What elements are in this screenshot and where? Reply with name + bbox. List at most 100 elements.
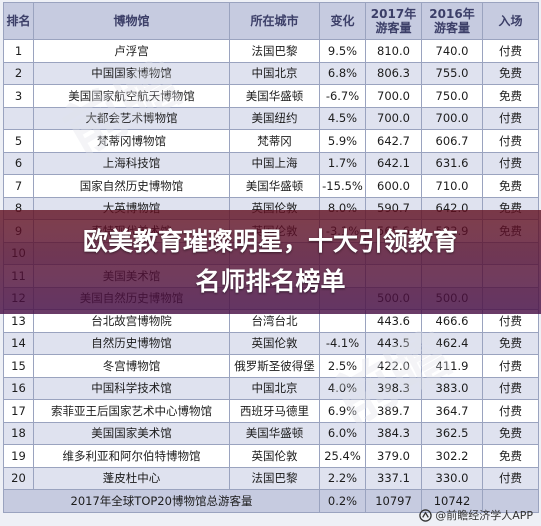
cell-2016: 700.0 <box>421 106 483 130</box>
cell-museum: 冬宫博物馆 <box>33 354 230 378</box>
cell-museum: 维多利亚和阿尔伯特博物馆 <box>33 444 230 468</box>
cell-2017: 600.0 <box>365 174 422 198</box>
cell-change: 25.4% <box>319 444 366 468</box>
cell-city: 英国伦敦 <box>229 331 320 355</box>
cell-2017: 389.7 <box>365 399 422 423</box>
header-city: 所在城市 <box>229 2 320 40</box>
cell-rank: 14 <box>3 331 34 355</box>
cell-2016: 631.6 <box>421 151 483 175</box>
cell-2017: 384.3 <box>365 421 422 445</box>
cell-rank: 6 <box>3 151 34 175</box>
header-2017-label: 游客量 <box>375 21 412 35</box>
cell-museum: 卢浮宫 <box>33 39 230 63</box>
cell-2016: 330.0 <box>421 466 483 490</box>
table-row: 3 美国国家航空航天博物馆 美国华盛顿 -6.7% 700.0 750.0 免费 <box>3 84 539 108</box>
cell-city: 梵蒂冈 <box>229 129 320 153</box>
cell-museum: 国家自然历史博物馆 <box>33 174 230 198</box>
cell-2016: 383.0 <box>421 376 483 400</box>
table-header-row: 排名 博物馆 所在城市 变化 2017年 游客量 2016年 游客量 入场 <box>3 2 539 40</box>
cell-rank: 13 <box>3 309 34 333</box>
cell-rank: 2 <box>3 61 34 85</box>
cell-city: 西班牙马德里 <box>229 399 320 423</box>
cell-city: 中国北京 <box>229 376 320 400</box>
cell-2016: 606.7 <box>421 129 483 153</box>
cell-change: -4.1% <box>319 331 366 355</box>
cell-city: 法国巴黎 <box>229 39 320 63</box>
cell-rank <box>3 106 34 130</box>
overlay-title-line1: 欧美教育璀璨明星，十大引领教育 <box>82 227 458 256</box>
cell-change: 9.5% <box>319 39 366 63</box>
cell-admission: 付费 <box>482 376 539 400</box>
cell-change: -15.5% <box>319 174 366 198</box>
cell-museum: 中国国家博物馆 <box>33 61 230 85</box>
cell-2017: 443.5 <box>365 331 422 355</box>
cell-admission: 付费 <box>482 129 539 153</box>
cell-admission: 付费 <box>482 39 539 63</box>
cell-2016: 755.0 <box>421 61 483 85</box>
cell-admission: 付费 <box>482 399 539 423</box>
cell-rank: 16 <box>3 376 34 400</box>
cell-museum: 梵蒂冈博物馆 <box>33 129 230 153</box>
header-change: 变化 <box>319 2 366 40</box>
header-2017-visitors: 2017年 游客量 <box>365 2 422 40</box>
cell-rank: 18 <box>3 421 34 445</box>
header-museum: 博物馆 <box>33 2 230 40</box>
brand-logo-icon <box>419 508 432 522</box>
cell-admission: 免费 <box>482 174 539 198</box>
table-row: 2 中国国家博物馆 中国北京 6.8% 806.3 755.0 免费 <box>3 61 539 85</box>
cell-museum: 上海科技馆 <box>33 151 230 175</box>
cell-museum: 美国国家美术馆 <box>33 421 230 445</box>
cell-2017: 642.1 <box>365 151 422 175</box>
cell-city: 美国纽约 <box>229 106 320 130</box>
header-2016-label: 游客量 <box>433 21 470 35</box>
cell-city: 中国上海 <box>229 151 320 175</box>
source-text: @前瞻经济学人APP <box>435 509 533 522</box>
cell-2016: 362.5 <box>421 421 483 445</box>
cell-city: 中国北京 <box>229 61 320 85</box>
cell-rank: 1 <box>3 39 34 63</box>
total-change: 0.2% <box>319 489 366 513</box>
cell-museum: 中国科学技术馆 <box>33 376 230 400</box>
cell-admission: 付费 <box>482 106 539 130</box>
cell-2017: 806.3 <box>365 61 422 85</box>
cell-2017: 700.0 <box>365 106 422 130</box>
cell-city: 法国巴黎 <box>229 466 320 490</box>
total-label: 2017年全球TOP20博物馆总游客量 <box>3 489 320 513</box>
cell-rank: 3 <box>3 84 34 108</box>
cell-2016: 462.4 <box>421 331 483 355</box>
cell-admission: 付费 <box>482 354 539 378</box>
cell-museum: 自然历史博物馆 <box>33 331 230 355</box>
table-row: 18 美国国家美术馆 美国华盛顿 6.0% 384.3 362.5 免费 <box>3 421 539 445</box>
header-2016-visitors: 2016年 游客量 <box>421 2 483 40</box>
cell-museum: 美国国家航空航天博物馆 <box>33 84 230 108</box>
cell-change: 2.5% <box>319 354 366 378</box>
cell-2017: 422.0 <box>365 354 422 378</box>
cell-2017: 700.0 <box>365 84 422 108</box>
cell-change: 4.5% <box>319 106 366 130</box>
cell-city: 美国华盛顿 <box>229 174 320 198</box>
cell-2016: 411.9 <box>421 354 483 378</box>
cell-rank: 5 <box>3 129 34 153</box>
table-row: 5 梵蒂冈博物馆 梵蒂冈 5.9% 642.7 606.7 付费 <box>3 129 539 153</box>
cell-change: 6.9% <box>319 399 366 423</box>
cell-admission: 付费 <box>482 466 539 490</box>
cell-change: 2.2% <box>319 466 366 490</box>
table-row: 19 维多利亚和阿尔伯特博物馆 英国伦敦 25.4% 379.0 302.2 免费 <box>3 444 539 468</box>
header-rank: 排名 <box>3 2 34 40</box>
table-row: 20 蓬皮杜中心 法国巴黎 2.2% 337.1 330.0 付费 <box>3 466 539 490</box>
table-row: 16 中国科学技术馆 中国北京 4.0% 398.3 383.0 付费 <box>3 376 539 400</box>
cell-2016: 750.0 <box>421 84 483 108</box>
cell-city: 美国华盛顿 <box>229 84 320 108</box>
cell-city: 俄罗斯圣彼得堡 <box>229 354 320 378</box>
cell-rank: 17 <box>3 399 34 423</box>
cell-2016: 710.0 <box>421 174 483 198</box>
cell-museum: 蓬皮杜中心 <box>33 466 230 490</box>
cell-change: -6.7% <box>319 84 366 108</box>
cell-rank: 20 <box>3 466 34 490</box>
table-row: 15 冬宫博物馆 俄罗斯圣彼得堡 2.5% 422.0 411.9 付费 <box>3 354 539 378</box>
cell-admission: 付费 <box>482 151 539 175</box>
table-row: 1 卢浮宫 法国巴黎 9.5% 810.0 740.0 付费 <box>3 39 539 63</box>
cell-2017: 398.3 <box>365 376 422 400</box>
cell-2016: 364.7 <box>421 399 483 423</box>
